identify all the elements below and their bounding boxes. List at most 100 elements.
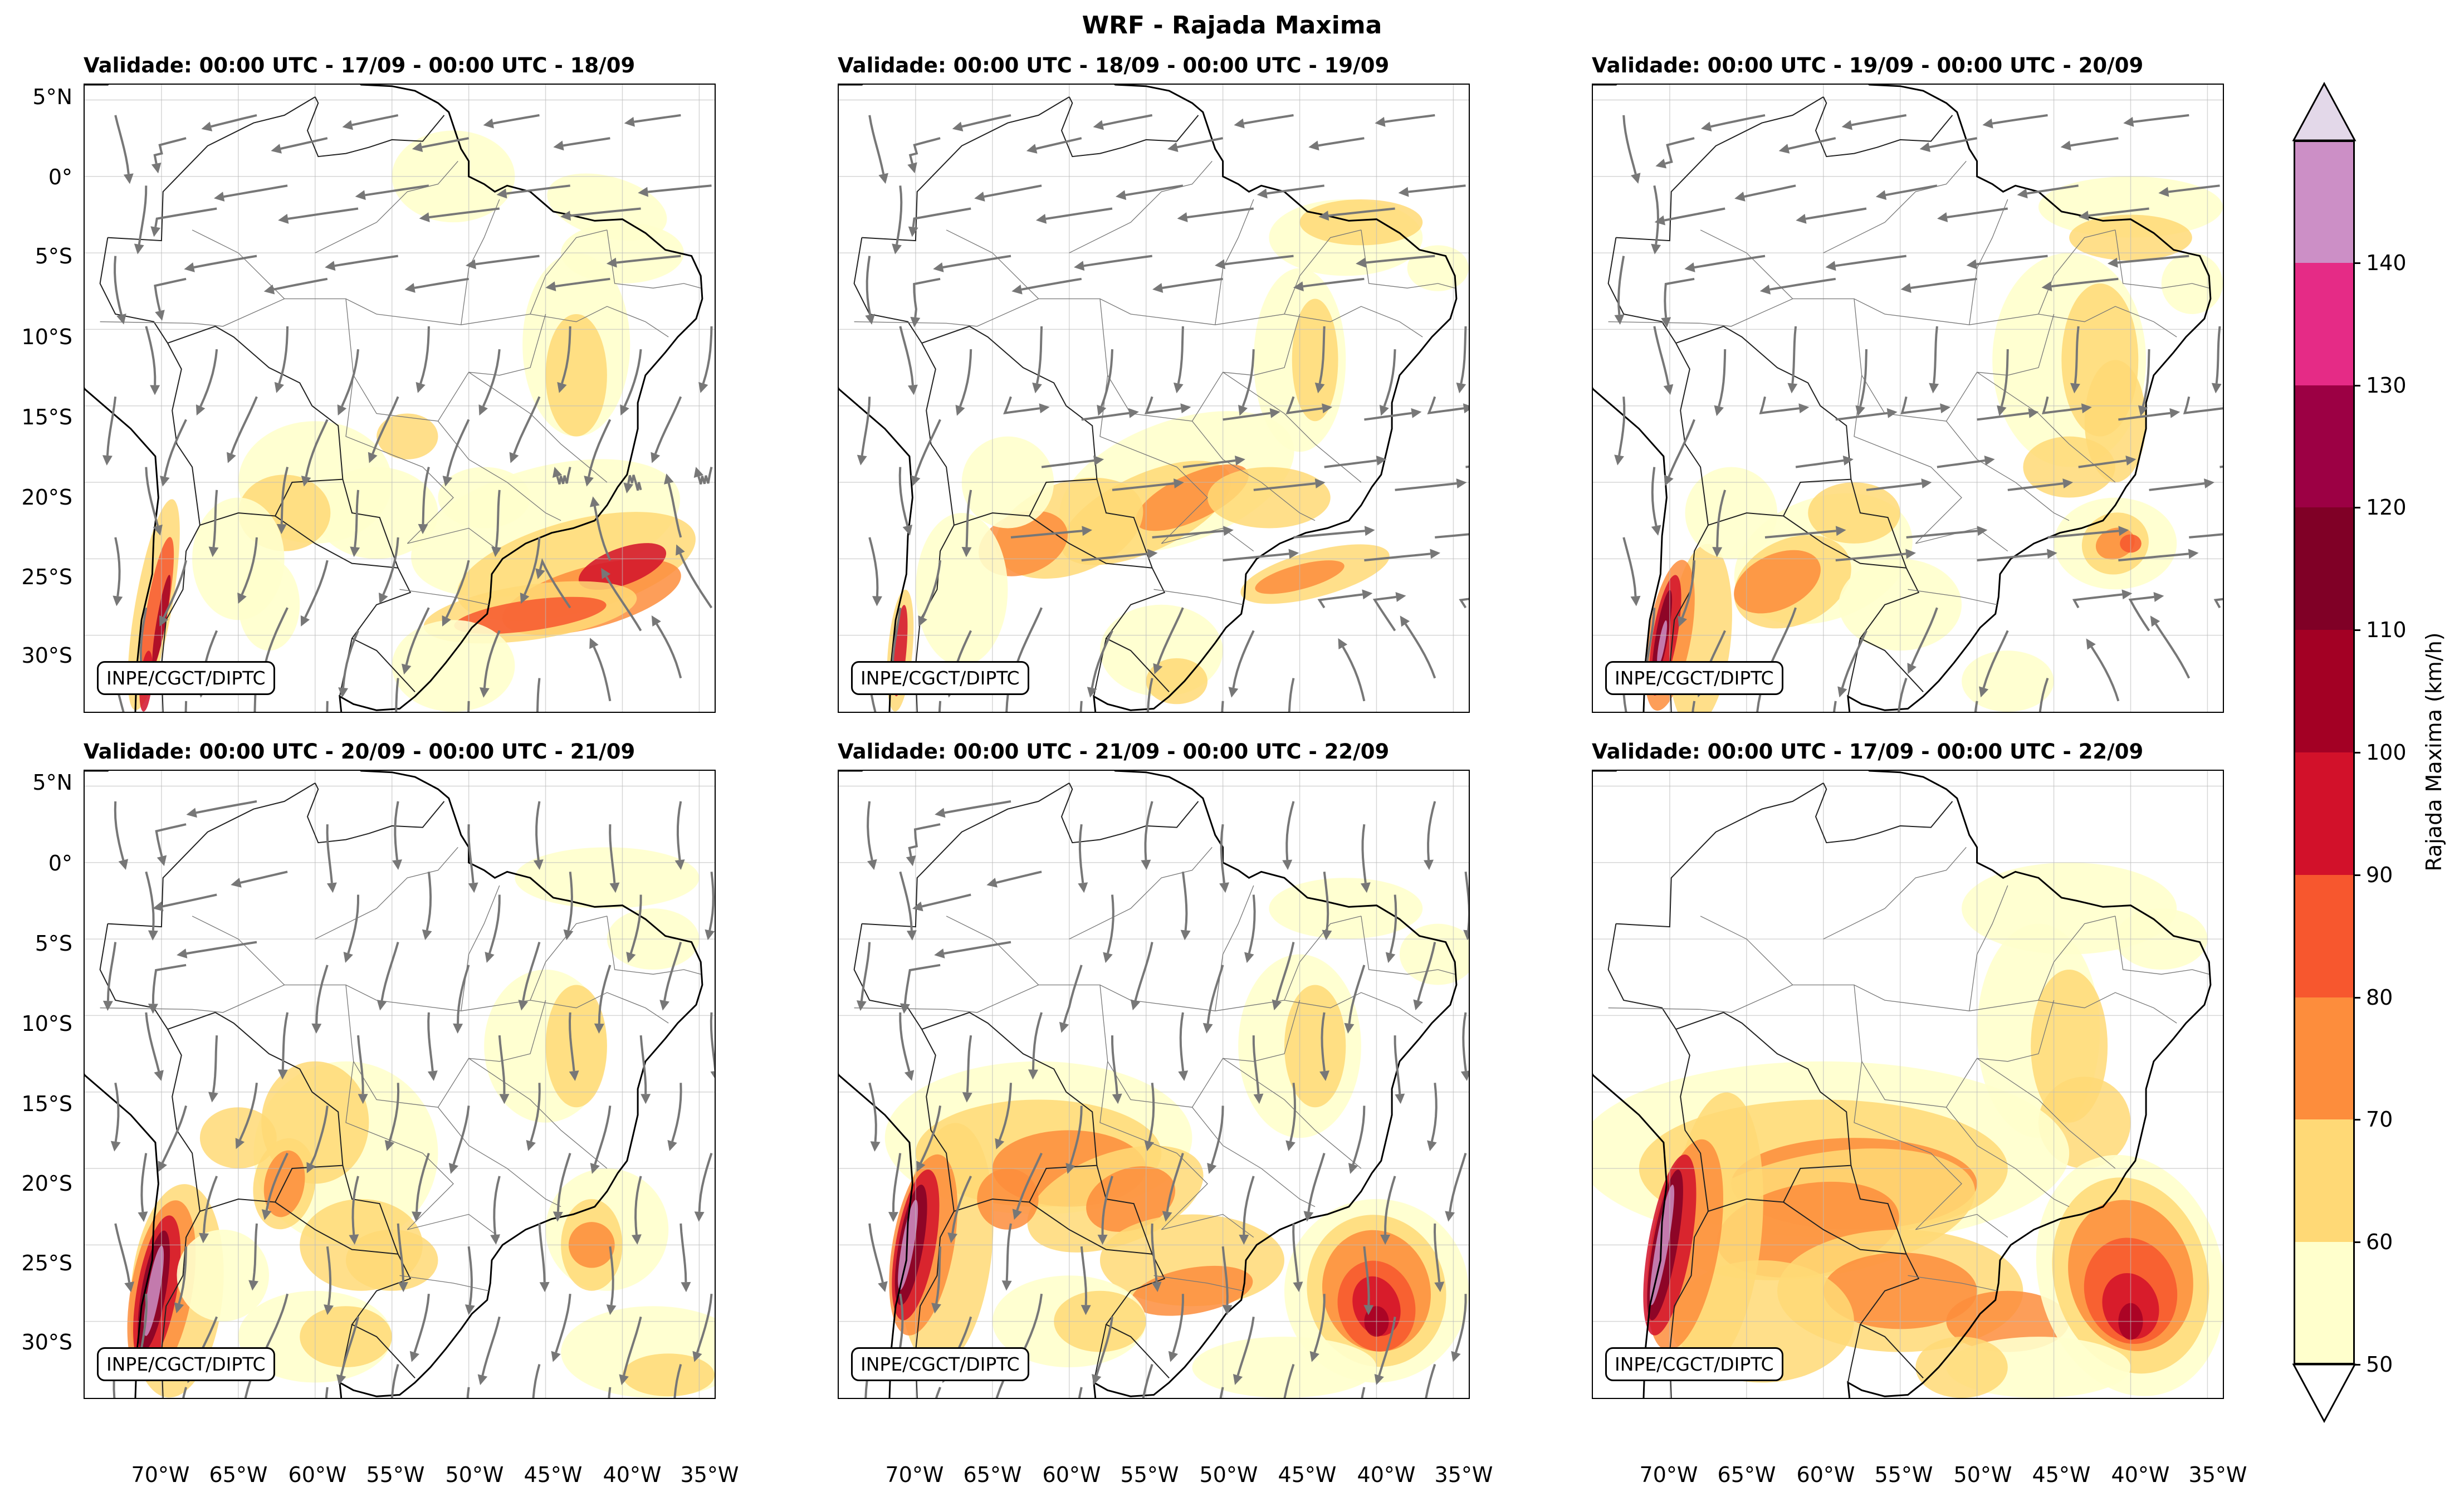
streamline (273, 279, 327, 290)
country-border (862, 783, 1069, 927)
lon-tick-label: 60°W (1787, 1462, 1865, 1487)
state-border (100, 230, 607, 326)
colorbar-tickmark (2355, 1241, 2360, 1243)
streamline-arrow (333, 404, 346, 418)
lat-tick-label: 5°N (6, 770, 72, 795)
streamline-arrow (681, 1282, 691, 1293)
map-area: INPE/CGCT/DIPTC (838, 770, 1470, 1399)
colorbar-segment (2294, 1119, 2355, 1242)
colorbar-segment (2294, 875, 2355, 997)
state-border (1215, 886, 1254, 1011)
streamline (1080, 824, 1083, 883)
streamline-arrow (1152, 283, 1163, 295)
streamline (1177, 138, 1223, 147)
streamline-arrow (413, 382, 425, 394)
streamline-arrow (392, 859, 403, 870)
map-svg (1593, 85, 2223, 712)
streamline (326, 1387, 329, 1398)
lon-tick-label: 35°W (2179, 1462, 2257, 1487)
streamline-arrow (1660, 475, 1674, 488)
streamline-arrow (1982, 119, 1993, 130)
streamline-arrow (932, 262, 944, 274)
suptitle: WRF - Rajada Maxima (0, 11, 2464, 40)
streamline (1181, 1012, 1184, 1071)
streamline (1108, 895, 1113, 953)
streamline (1937, 461, 1985, 467)
lon-tick-label: 40°W (1347, 1462, 1425, 1487)
streamline-arrow (192, 404, 206, 418)
streamline-arrow (855, 455, 867, 466)
streamline (395, 801, 398, 860)
streamline-arrow (548, 1351, 561, 1364)
streamline (468, 824, 473, 883)
streamline-arrow (1226, 687, 1238, 698)
streamline (2189, 531, 2223, 537)
colorbar-tickmark (2355, 874, 2360, 876)
streamline-arrow (2188, 548, 2199, 559)
streamline-arrow (229, 878, 242, 890)
streamline (2091, 647, 2118, 701)
streamline-arrow (934, 808, 946, 820)
streamline (224, 185, 287, 197)
streamline-arrow (375, 593, 388, 606)
streamline-arrow (1346, 1163, 1358, 1176)
streamline-arrow (158, 476, 169, 487)
streamline-arrow (1219, 882, 1230, 893)
streamline (1409, 185, 1466, 192)
streamline (900, 1012, 909, 1072)
streamline (1287, 801, 1293, 860)
panel-title: Validade: 00:00 UTC - 21/09 - 00:00 UTC … (838, 740, 1389, 764)
streamline (1162, 279, 1223, 288)
streamline-arrow (1900, 283, 1911, 294)
lon-tick-label: 45°W (514, 1462, 592, 1487)
state-border (346, 299, 546, 422)
streamline (1179, 326, 1183, 384)
colorbar-tick-label: 90 (2366, 863, 2393, 887)
streamline (1385, 115, 1435, 122)
streamline (1289, 678, 1294, 712)
map-svg (1593, 771, 2223, 1398)
streamline (937, 701, 940, 712)
streamline-arrow (482, 119, 494, 130)
gust-area (546, 314, 607, 437)
streamline (305, 560, 327, 618)
gust-area (392, 620, 515, 712)
streamline-arrow (2154, 591, 2165, 602)
streamline-arrow (102, 455, 113, 466)
streamline-arrow (1937, 212, 1948, 223)
panel-4: Validade: 00:00 UTC - 20/09 - 00:00 UTC … (84, 770, 716, 1399)
streamline (288, 209, 358, 219)
streamline (540, 1224, 545, 1282)
streamline (395, 678, 398, 712)
streamline-arrow (1919, 142, 1930, 154)
streamline (700, 1153, 712, 1212)
streamline-arrow (1787, 383, 1798, 394)
streamline-arrow (157, 855, 169, 867)
streamline (922, 895, 971, 907)
streamline-arrow (1631, 596, 1641, 606)
streamline (469, 1246, 472, 1305)
streamline (1796, 461, 1844, 467)
streamline-arrow (524, 1140, 536, 1152)
state-border (1823, 161, 1967, 253)
streamline-arrow (327, 882, 338, 893)
streamline (335, 256, 398, 266)
streamline (1461, 594, 1469, 608)
map-svg (85, 771, 715, 1398)
streamline (1136, 942, 1152, 1001)
streamline-arrow (1166, 1351, 1178, 1363)
streamline (1788, 138, 1836, 149)
map-svg (85, 85, 715, 712)
lat-tick-label: 25°S (6, 1251, 72, 1275)
country-border (854, 238, 922, 343)
streamline-arrow (1461, 1070, 1469, 1082)
streamline-arrow (1114, 190, 1126, 202)
credit-badge: INPE/CGCT/DIPTC (1605, 1347, 1783, 1381)
colorbar-tick-label: 100 (2366, 740, 2407, 765)
streamline-arrow (1073, 261, 1084, 272)
streamline (1744, 185, 1796, 197)
panel-title: Validade: 00:00 UTC - 19/09 - 00:00 UTC … (1592, 53, 2143, 77)
streamline (1007, 1224, 1011, 1281)
streamline (595, 1106, 610, 1164)
streamline-arrow (1614, 315, 1625, 325)
